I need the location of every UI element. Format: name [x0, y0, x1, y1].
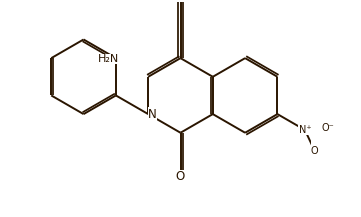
Text: H₂N: H₂N — [97, 54, 119, 64]
Text: N⁺: N⁺ — [299, 125, 311, 135]
Text: O: O — [176, 170, 185, 183]
Text: O⁻: O⁻ — [321, 123, 334, 133]
Text: O: O — [311, 146, 318, 156]
Text: N: N — [148, 108, 157, 121]
